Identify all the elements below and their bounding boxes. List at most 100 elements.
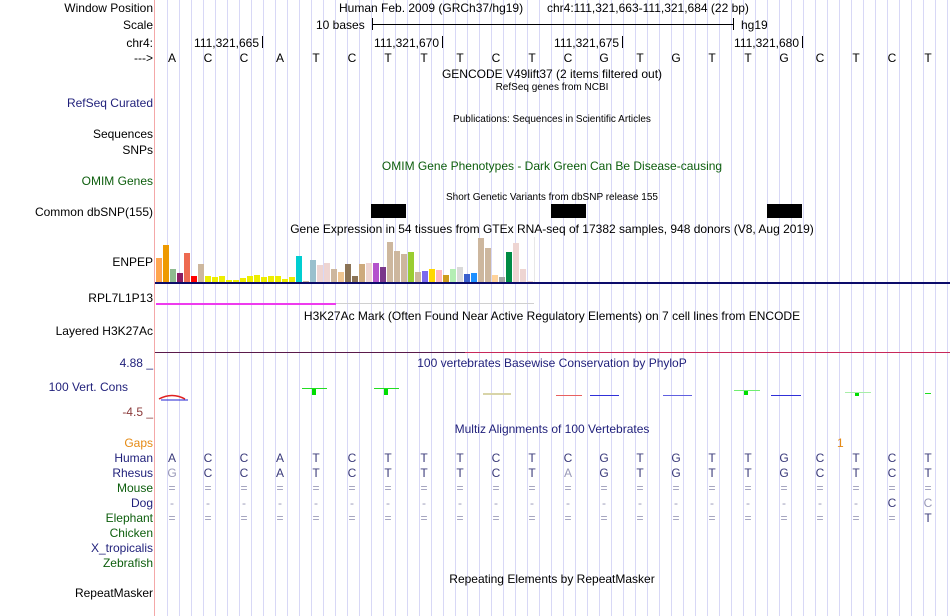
gtex-tissue-bar[interactable] bbox=[478, 238, 484, 282]
grid-line bbox=[383, 0, 384, 616]
gtex-tissue-bar[interactable] bbox=[170, 269, 176, 282]
label-window-position[interactable]: Window Position bbox=[64, 1, 153, 15]
grid-line bbox=[623, 0, 624, 616]
gtex-tissue-bar[interactable] bbox=[408, 252, 414, 282]
multiz-base: = bbox=[636, 481, 644, 495]
multiz-species-label[interactable]: X_tropicalis bbox=[90, 541, 153, 555]
multiz-base: = bbox=[384, 481, 392, 495]
gtex-tissue-bar[interactable] bbox=[450, 269, 456, 282]
snp-variant[interactable] bbox=[551, 204, 586, 218]
gtex-tissue-bar[interactable] bbox=[198, 264, 204, 282]
multiz-base: A bbox=[167, 451, 176, 465]
multiz-base: T bbox=[312, 466, 320, 480]
label-refseq-curated[interactable]: RefSeq Curated bbox=[66, 96, 153, 110]
multiz-species-label[interactable]: Chicken bbox=[109, 526, 153, 540]
gtex-tissue-bar[interactable] bbox=[352, 276, 358, 282]
label-sequences[interactable]: Sequences bbox=[92, 127, 153, 141]
gtex-tissue-bar[interactable] bbox=[520, 269, 526, 282]
gtex-tissue-bar[interactable] bbox=[457, 267, 463, 282]
gtex-tissue-bar[interactable] bbox=[471, 273, 477, 282]
multiz-base: = bbox=[816, 511, 824, 525]
gtex-tissue-bar[interactable] bbox=[401, 254, 407, 282]
gtex-tissue-bar[interactable] bbox=[163, 245, 169, 282]
gtex-tissue-bar[interactable] bbox=[338, 272, 344, 282]
base-letter: A bbox=[167, 51, 176, 65]
grid-line bbox=[635, 0, 636, 616]
gtex-tissue-bar[interactable] bbox=[527, 281, 533, 282]
gtex-tissue-bar[interactable] bbox=[177, 273, 183, 282]
gtex-bar-chart[interactable] bbox=[156, 237, 535, 282]
gtex-tissue-bar[interactable] bbox=[317, 265, 323, 282]
snp-variant[interactable] bbox=[767, 204, 802, 218]
base-letter: C bbox=[347, 51, 357, 65]
gtex-tissue-bar[interactable] bbox=[464, 274, 470, 282]
label-100-vert-cons[interactable]: 100 Vert. Cons bbox=[48, 380, 128, 394]
gtex-tissue-bar[interactable] bbox=[219, 276, 225, 282]
gtex-tissue-bar[interactable] bbox=[205, 276, 211, 282]
label-layered-h3k27ac[interactable]: Layered H3K27Ac bbox=[55, 324, 153, 338]
gtex-tissue-bar[interactable] bbox=[429, 269, 435, 282]
label-gaps[interactable]: Gaps bbox=[124, 436, 153, 450]
gtex-tissue-bar[interactable] bbox=[303, 281, 309, 282]
multiz-species-label[interactable]: Human bbox=[114, 451, 153, 465]
label-common-dbsnp[interactable]: Common dbSNP(155) bbox=[34, 205, 153, 219]
gtex-tissue-bar[interactable] bbox=[226, 280, 232, 282]
gtex-tissue-bar[interactable] bbox=[387, 242, 393, 282]
gtex-tissue-bar[interactable] bbox=[443, 275, 449, 282]
multiz-species-label[interactable]: Elephant bbox=[105, 511, 153, 525]
label-strand[interactable]: ---> bbox=[134, 51, 153, 65]
gtex-tissue-bar[interactable] bbox=[282, 279, 288, 282]
rpl7l1p13-gene-line[interactable] bbox=[156, 303, 336, 305]
snp-variant[interactable] bbox=[371, 204, 406, 218]
gtex-tissue-bar[interactable] bbox=[415, 272, 421, 282]
gtex-tissue-bar[interactable] bbox=[436, 270, 442, 282]
gtex-tissue-bar[interactable] bbox=[261, 277, 267, 282]
phylop-mark-positive bbox=[734, 390, 760, 391]
enpep-gene-line[interactable] bbox=[155, 282, 950, 284]
label-scale[interactable]: Scale bbox=[122, 18, 153, 32]
gtex-tissue-bar[interactable] bbox=[310, 260, 316, 282]
gtex-tissue-bar[interactable] bbox=[233, 280, 239, 282]
gtex-tissue-bar[interactable] bbox=[240, 278, 246, 282]
label-snps[interactable]: SNPs bbox=[122, 143, 153, 157]
gtex-tissue-bar[interactable] bbox=[296, 256, 302, 282]
multiz-species-label[interactable]: Zebrafish bbox=[102, 556, 153, 570]
gtex-tissue-bar[interactable] bbox=[254, 275, 260, 282]
gtex-tissue-bar[interactable] bbox=[506, 252, 512, 282]
phylop-mark-positive bbox=[312, 389, 316, 395]
gtex-tissue-bar[interactable] bbox=[366, 263, 372, 282]
gtex-tissue-bar[interactable] bbox=[422, 271, 428, 282]
gtex-tissue-bar[interactable] bbox=[492, 275, 498, 282]
grid-line bbox=[827, 0, 828, 616]
gtex-tissue-bar[interactable] bbox=[324, 263, 330, 282]
gtex-tissue-bar[interactable] bbox=[499, 277, 505, 282]
multiz-species-label[interactable]: Mouse bbox=[116, 481, 153, 495]
grid-line bbox=[935, 0, 936, 616]
gtex-tissue-bar[interactable] bbox=[345, 264, 351, 282]
gtex-tissue-bar[interactable] bbox=[275, 276, 281, 282]
gtex-tissue-bar[interactable] bbox=[394, 251, 400, 282]
gtex-tissue-bar[interactable] bbox=[289, 277, 295, 282]
gtex-tissue-bar[interactable] bbox=[212, 277, 218, 282]
base-letter: T bbox=[852, 51, 860, 65]
gtex-tissue-bar[interactable] bbox=[331, 269, 337, 282]
gtex-tissue-bar[interactable] bbox=[380, 267, 386, 282]
multiz-species-label[interactable]: Rhesus bbox=[112, 466, 153, 480]
gtex-tissue-bar[interactable] bbox=[268, 276, 274, 282]
label-enpep[interactable]: ENPEP bbox=[112, 255, 153, 269]
gtex-tissue-bar[interactable] bbox=[184, 253, 190, 282]
gtex-tissue-bar[interactable] bbox=[513, 243, 519, 282]
label-chrom[interactable]: chr4: bbox=[126, 36, 153, 50]
label-omim-genes[interactable]: OMIM Genes bbox=[81, 174, 153, 188]
gtex-tissue-bar[interactable] bbox=[373, 263, 379, 282]
multiz-base: C bbox=[203, 451, 213, 465]
label-rpl7l1p13[interactable]: RPL7L1P13 bbox=[88, 291, 153, 305]
gtex-tissue-bar[interactable] bbox=[191, 276, 197, 282]
label-repeatmasker[interactable]: RepeatMasker bbox=[74, 586, 153, 600]
gtex-tissue-bar[interactable] bbox=[247, 276, 253, 282]
gtex-tissue-bar[interactable] bbox=[359, 264, 365, 282]
gtex-tissue-bar[interactable] bbox=[485, 248, 491, 282]
multiz-species-label[interactable]: Dog bbox=[130, 496, 153, 510]
base-letter: C bbox=[887, 51, 897, 65]
gtex-tissue-bar[interactable] bbox=[156, 258, 162, 282]
